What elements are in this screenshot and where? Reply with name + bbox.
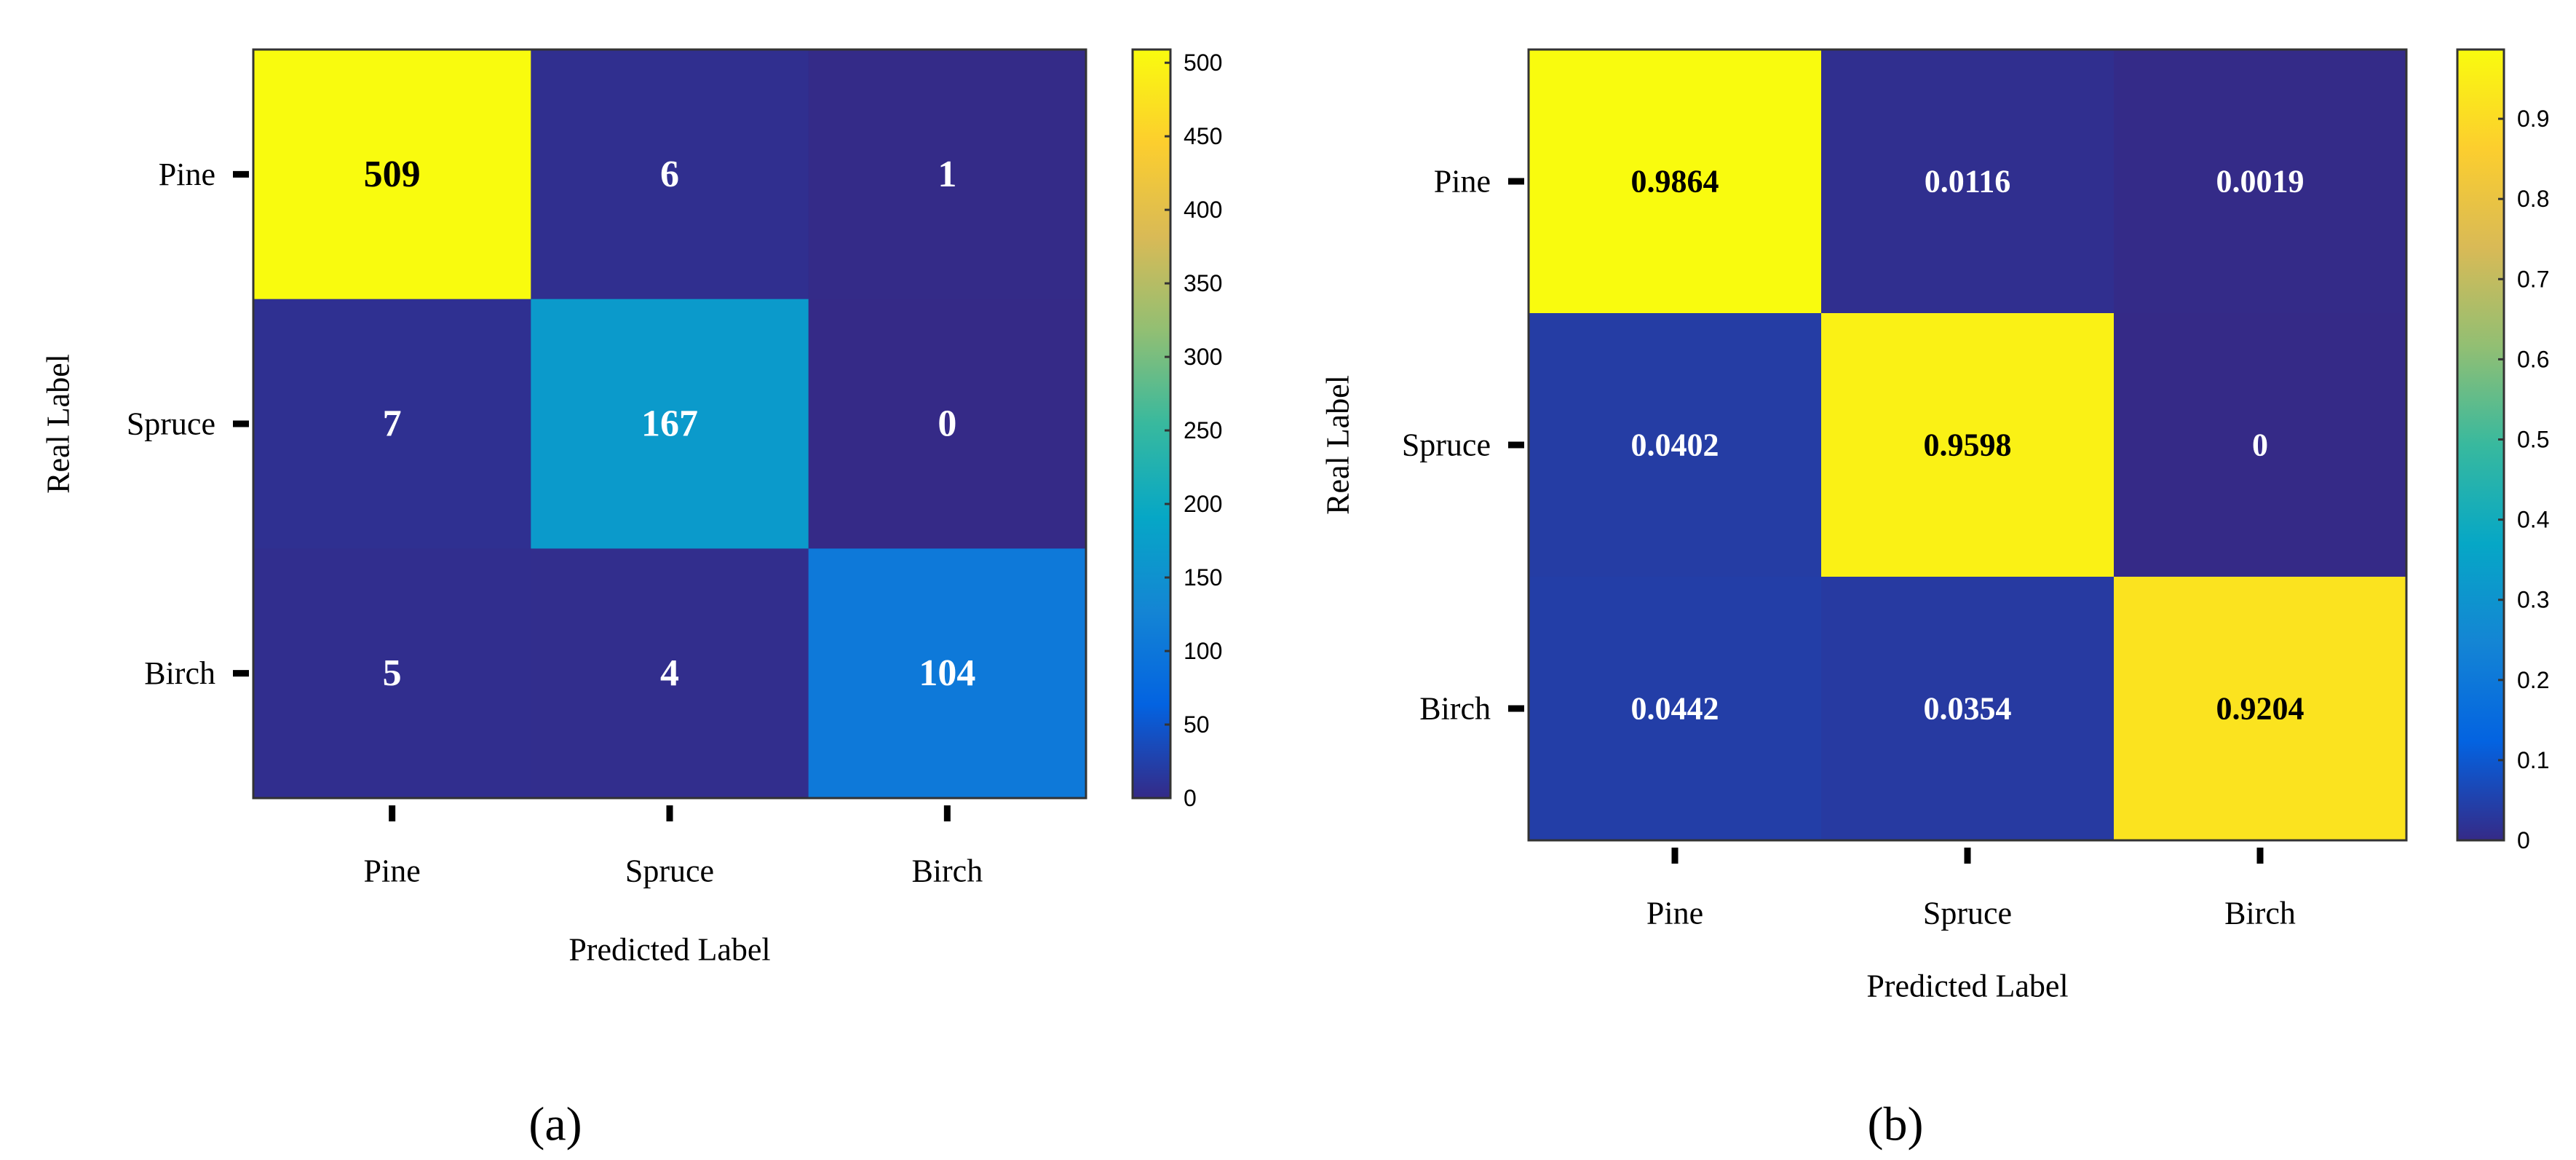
- panel-a-colorbar-tick-label: 450: [1184, 123, 1222, 149]
- panel-a-colorbar-tick-label: 150: [1184, 564, 1222, 591]
- panel-b-colorbar-tick-label: 0.6: [2517, 346, 2549, 372]
- panel-b-colorbar-tick-label: 0: [2517, 827, 2530, 853]
- panel-b-cell-label: 0.9204: [2216, 691, 2304, 727]
- panel-a-colorbar-tick-label: 200: [1184, 491, 1222, 517]
- panel-b-cell-pine-pine: [1529, 50, 1822, 314]
- panel-a-colorbar-tick-label: 250: [1184, 417, 1222, 443]
- panel-b-cell-label: 0.0442: [1631, 691, 1719, 727]
- panel-b-cell-pine-spruce: [1821, 50, 2115, 314]
- panel-a-plot-frame: [252, 48, 1087, 800]
- panel-a-y-axis-label: Real Label: [41, 354, 76, 494]
- panel-b-cell-pine-birch: [2114, 50, 2407, 314]
- panel-a-cell-label: 104: [919, 652, 975, 694]
- panel-a: 509 6 1 7 167 0 5 4 104 Pine Spruce Birch Pine Spruce…: [41, 48, 1222, 1151]
- panel-b-cell-birch-pine: [1529, 577, 1822, 841]
- panel-a-cell-birch-birch: [808, 548, 1087, 799]
- panel-b-cell-label: 0.0354: [1924, 691, 2012, 727]
- panel-a-colorbar-tick-label: 100: [1184, 638, 1222, 664]
- panel-b-plot-frame: [1527, 48, 2408, 842]
- panel-b-colorbar-tick-label: 0.7: [2517, 266, 2549, 292]
- panel-a-cell-pine-birch: [808, 50, 1087, 300]
- panel-a-cell-spruce-pine: [253, 299, 531, 549]
- panel-a-x-axis-label: Predicted Label: [568, 932, 770, 968]
- panel-b-colorbar-tick-label: 0.4: [2517, 507, 2549, 533]
- panel-b-cell-spruce-pine: [1529, 313, 1822, 577]
- panel-a-cell-label: 5: [383, 652, 402, 694]
- panel-a-y-tick-label: Spruce: [127, 406, 215, 442]
- panel-b-x-tick-label: Birch: [2224, 896, 2296, 931]
- panel-b-x-tick-label: Pine: [1646, 896, 1703, 931]
- panel-b-colorbar: [2456, 48, 2505, 842]
- panel-b-cell-label: 0.0402: [1631, 427, 1719, 463]
- panel-b-colorbar-tick-label: 0.5: [2517, 427, 2549, 453]
- panel-a-caption: (a): [528, 1098, 582, 1151]
- panel-a-cell-label: 0: [938, 403, 956, 445]
- panel-b-y-tick-label: Spruce: [1402, 427, 1491, 463]
- panel-b-y-axis-label: Real Label: [1320, 375, 1356, 515]
- panel-a-cell-spruce-spruce: [531, 299, 809, 549]
- panel-b-y-tick-label: Pine: [1434, 164, 1491, 200]
- panel-b-cell-label: 0.0019: [2216, 164, 2304, 200]
- panel-b-x-tick-label: Spruce: [1923, 896, 2012, 931]
- panel-a-colorbar-tick-label: 400: [1184, 197, 1222, 223]
- panel-b-y-tick-label: Birch: [1419, 691, 1491, 727]
- panel-a-colorbar-tick-label: 350: [1184, 270, 1222, 296]
- panel-b-colorbar-tick-label: 0.9: [2517, 106, 2549, 132]
- panel-a-y-tick-label: Pine: [159, 157, 215, 192]
- panel-a-cell-pine-pine: [253, 50, 531, 300]
- panel-b-cell-birch-birch: [2114, 577, 2407, 841]
- panel-b-caption: (b): [1868, 1098, 1924, 1151]
- panel-a-colorbar-tick-label: 500: [1184, 50, 1222, 76]
- panel-a-x-tick-label: Spruce: [625, 853, 714, 889]
- panel-a-cell-label: 6: [660, 154, 679, 195]
- panel-a-colorbar-tick-label: 0: [1184, 785, 1197, 811]
- panel-a-cell-label: 509: [364, 154, 421, 195]
- panel-a-cell-label: 1: [938, 154, 956, 195]
- panel-b-cell-spruce-spruce: [1821, 313, 2115, 577]
- panel-b-cell-label: 0.9598: [1924, 427, 2012, 463]
- panel-a-cell-label: 4: [660, 652, 679, 694]
- panel-b-colorbar-tick-label: 0.1: [2517, 747, 2549, 773]
- panel-a-cell-birch-pine: [253, 548, 531, 799]
- panel-a-x-tick-label: Pine: [364, 853, 421, 889]
- panel-b-cell-label: 0.9864: [1631, 164, 1719, 200]
- panel-b-cell-birch-spruce: [1821, 577, 2115, 841]
- panel-a-colorbar: [1131, 48, 1172, 800]
- panel-a-cell-pine-spruce: [531, 50, 809, 300]
- panel-b-x-axis-label: Predicted Label: [1866, 968, 2068, 1004]
- panel-a-cell-label: 7: [383, 403, 402, 445]
- panel-a-colorbar-tick-label: 300: [1184, 344, 1222, 370]
- panel-b-colorbar-tick-label: 0.2: [2517, 667, 2549, 693]
- panel-b-cell-label: 0.0116: [1925, 164, 2011, 200]
- panel-a-cell-spruce-birch: [808, 299, 1087, 549]
- panel-b-cell-spruce-birch: [2114, 313, 2407, 577]
- panel-b-colorbar-tick-label: 0.3: [2517, 587, 2549, 613]
- panel-b: 0.9864 0.0116 0.0019 0.0402 0.9598 0 0.0442 0.0…: [1320, 48, 2549, 1151]
- panel-a-x-tick-label: Birch: [911, 853, 983, 889]
- panel-a-y-tick-label: Birch: [144, 655, 215, 691]
- panel-b-cell-label: 0: [2252, 427, 2268, 463]
- panel-a-cell-birch-spruce: [531, 548, 809, 799]
- panel-b-colorbar-tick-label: 0.8: [2517, 186, 2549, 212]
- panel-a-colorbar-tick-label: 50: [1184, 711, 1210, 738]
- panel-a-cell-label: 167: [641, 403, 698, 445]
